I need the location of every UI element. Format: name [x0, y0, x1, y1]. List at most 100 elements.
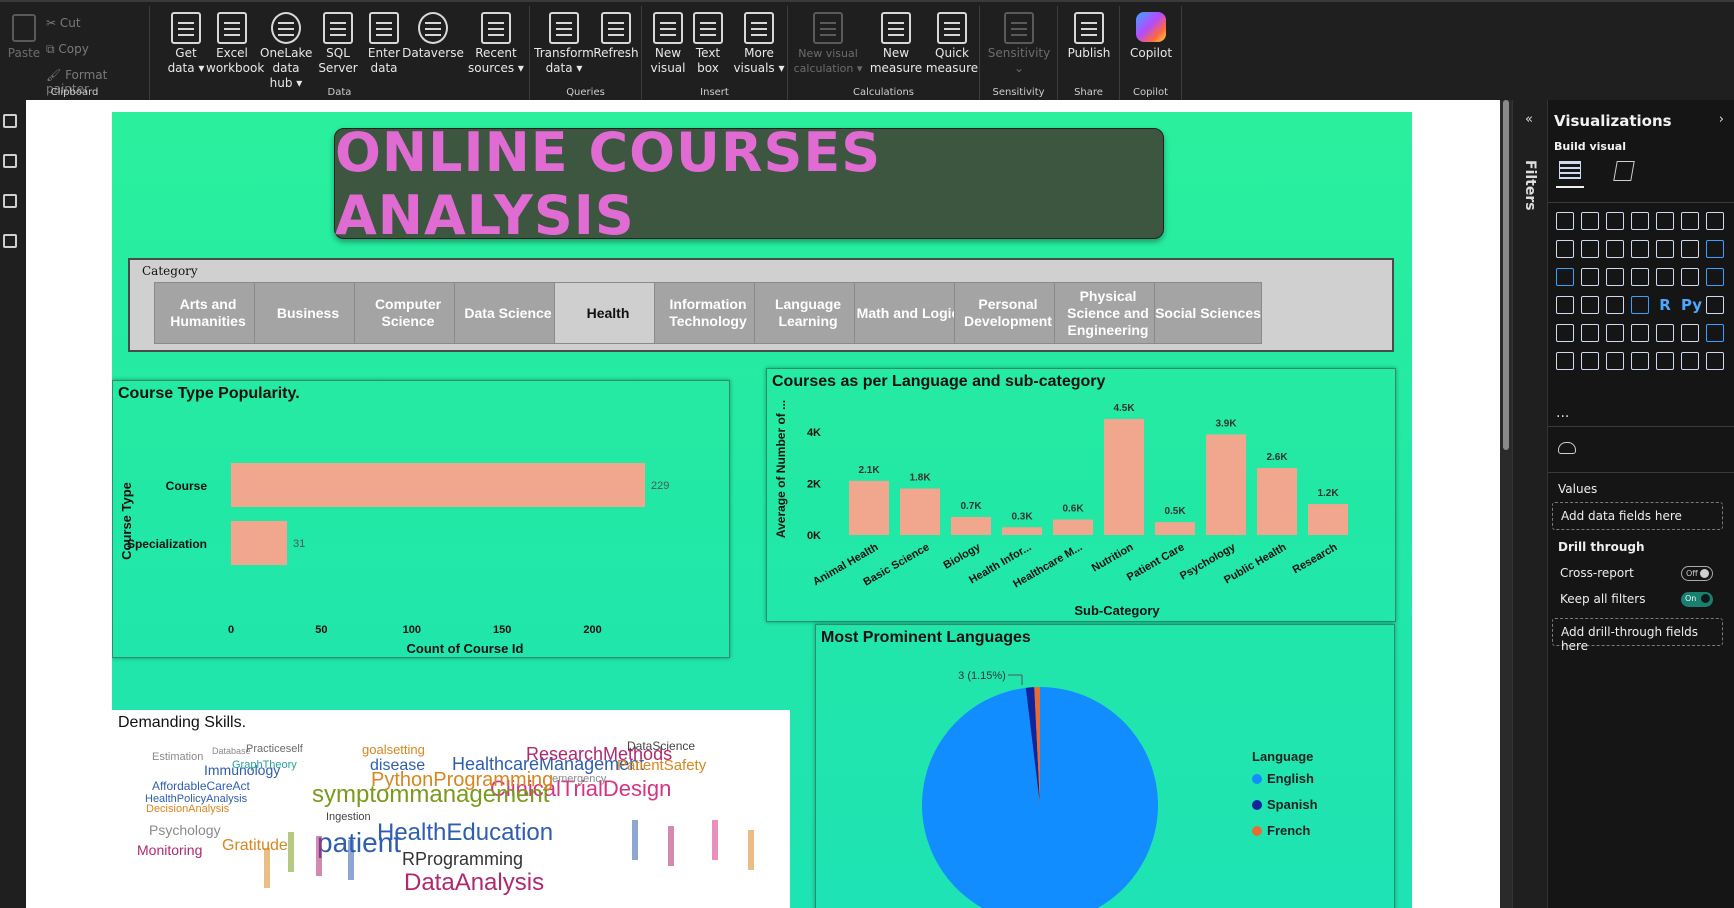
smart-narrative-icon[interactable] [1581, 352, 1599, 370]
slicer-icon[interactable] [1581, 296, 1599, 314]
bar[interactable] [1002, 527, 1042, 535]
bar[interactable] [1257, 467, 1297, 535]
model-view-icon[interactable] [3, 194, 17, 208]
ribbon-icon[interactable] [1606, 240, 1624, 258]
power-apps-icon[interactable] [1706, 324, 1724, 342]
chevron-icon[interactable] [1681, 352, 1699, 370]
demanding-skills-card[interactable]: Demanding Skills. Estimation Database Prac… [112, 710, 790, 908]
pie-slice[interactable] [922, 687, 1158, 908]
bar[interactable] [1104, 419, 1144, 535]
canvas-scrollbar[interactable] [1500, 100, 1512, 908]
language-subcategory-card[interactable]: Courses as per Language and sub-category… [766, 368, 1396, 622]
cross-report-toggle[interactable]: Off [1681, 566, 1713, 581]
copilot-button[interactable]: Copilot [1124, 12, 1178, 61]
slicer-item[interactable]: Computer Science [354, 282, 462, 344]
table-view-icon[interactable] [3, 154, 17, 168]
copy-button[interactable]: ⧉ Copy [46, 42, 89, 56]
build-visual-tab[interactable] [1556, 158, 1584, 188]
get-more-visuals-icon[interactable] [1558, 442, 1576, 454]
category-slicer[interactable]: Category Arts and Humanities Business Comp… [128, 258, 1394, 352]
metrics-icon[interactable] [1681, 324, 1699, 342]
pie-icon[interactable] [1706, 240, 1724, 258]
map-icon[interactable] [1606, 268, 1624, 286]
matrix-icon[interactable] [1631, 296, 1649, 314]
slicer-item[interactable]: Information Technology [654, 282, 762, 344]
qa-icon[interactable] [1581, 324, 1599, 342]
bar[interactable] [1206, 434, 1246, 535]
course-type-card[interactable]: Course Type Popularity. Course Type Coun… [112, 380, 730, 658]
100-bar-icon[interactable] [1656, 212, 1674, 230]
cut-button[interactable]: ✂ Cut [46, 16, 81, 30]
slicer-item[interactable]: Language Learning [754, 282, 862, 344]
bar[interactable] [231, 463, 645, 507]
sql-server-button[interactable]: SQL Server [312, 12, 364, 76]
slicer-item[interactable]: Physical Science and Engineering [1054, 282, 1162, 344]
enter-data-button[interactable]: Enter data [358, 12, 410, 76]
bar[interactable] [951, 516, 991, 535]
100-column-icon[interactable] [1681, 212, 1699, 230]
legend-item[interactable]: French [1267, 823, 1310, 838]
clustered-bar-icon[interactable] [1606, 212, 1624, 230]
funnel-icon[interactable] [1656, 240, 1674, 258]
slicer-item[interactable]: Health [554, 282, 662, 344]
word-cloud-icon[interactable] [1631, 352, 1649, 370]
table-icon[interactable] [1606, 296, 1624, 314]
scatter-icon[interactable] [1681, 240, 1699, 258]
format-painter-button[interactable]: 🖌 Format painter [46, 68, 108, 96]
text-box-button[interactable]: Text box [686, 12, 730, 76]
get-data-button[interactable]: Get data ▾ [160, 12, 212, 76]
scroll-thumb[interactable] [1503, 100, 1509, 450]
filters-pane-collapsed[interactable]: « Filters [1512, 100, 1547, 908]
donut-icon[interactable] [1556, 268, 1574, 286]
gauge-icon[interactable] [1681, 268, 1699, 286]
r-visual-icon[interactable]: R [1659, 296, 1671, 314]
key-influencers-icon[interactable] [1706, 296, 1724, 314]
python-visual-icon[interactable]: Py [1681, 296, 1703, 314]
kpi-icon[interactable] [1556, 296, 1574, 314]
pie-slice[interactable] [1034, 687, 1040, 805]
power-automate-icon[interactable] [1556, 352, 1574, 370]
report-title-box[interactable]: ONLINE COURSES ANALYSIS [334, 121, 1164, 247]
paste-button[interactable]: Paste [6, 14, 42, 60]
treemap-icon[interactable] [1581, 268, 1599, 286]
new-measure-button[interactable]: New measure [868, 12, 924, 76]
recent-sources-button[interactable]: Recent sources ▾ [466, 12, 526, 76]
azure-map-icon[interactable] [1656, 268, 1674, 286]
bar[interactable] [1308, 504, 1348, 535]
new-visual-calculation-button[interactable]: New visual calculation ▾ [792, 12, 864, 76]
slicer-item[interactable]: Data Science [454, 282, 562, 344]
keep-filters-toggle[interactable]: On [1681, 592, 1713, 607]
publish-button[interactable]: Publish [1062, 12, 1116, 61]
quick-measure-button[interactable]: Quick measure [924, 12, 980, 76]
paginated-report-icon[interactable] [1631, 324, 1649, 342]
drill-through-drop-zone[interactable]: Add drill-through fields here [1552, 618, 1723, 653]
decomposition-tree-icon[interactable] [1556, 324, 1574, 342]
more-visuals-ellipsis[interactable]: ... [1556, 405, 1570, 421]
clustered-column-icon[interactable] [1631, 212, 1649, 230]
more-apps-icon[interactable] [1656, 352, 1674, 370]
bar[interactable] [849, 480, 889, 535]
narrative-icon[interactable] [1606, 324, 1624, 342]
slicer-item[interactable]: Personal Development [954, 282, 1062, 344]
more-visuals-button[interactable]: More visuals ▾ [730, 12, 788, 76]
legend-item[interactable]: Spanish [1267, 797, 1318, 812]
area-chart-icon[interactable] [1556, 240, 1574, 258]
report-view-icon[interactable] [3, 114, 17, 128]
transform-data-button[interactable]: Transform data ▾ [534, 12, 594, 76]
bar[interactable] [231, 521, 288, 565]
dax-query-view-icon[interactable] [3, 234, 17, 248]
values-drop-zone[interactable]: Add data fields here [1552, 502, 1723, 530]
legend-item[interactable]: English [1267, 771, 1314, 786]
excel-workbook-button[interactable]: Excel workbook [206, 12, 264, 76]
format-visual-tab[interactable] [1610, 158, 1638, 188]
sparkle-icon[interactable] [1706, 352, 1724, 370]
sensitivity-button[interactable]: Sensitivity ⌄ [986, 12, 1052, 76]
slicer-item[interactable]: Arts and Humanities [154, 282, 262, 344]
bar[interactable] [1053, 519, 1093, 535]
dataverse-button[interactable]: Dataverse [402, 12, 464, 61]
custom-visual-icon[interactable] [1606, 352, 1624, 370]
stacked-column-icon[interactable] [1581, 212, 1599, 230]
filled-map-icon[interactable] [1631, 268, 1649, 286]
trophy-icon[interactable] [1656, 324, 1674, 342]
stacked-bar-icon[interactable] [1556, 212, 1574, 230]
